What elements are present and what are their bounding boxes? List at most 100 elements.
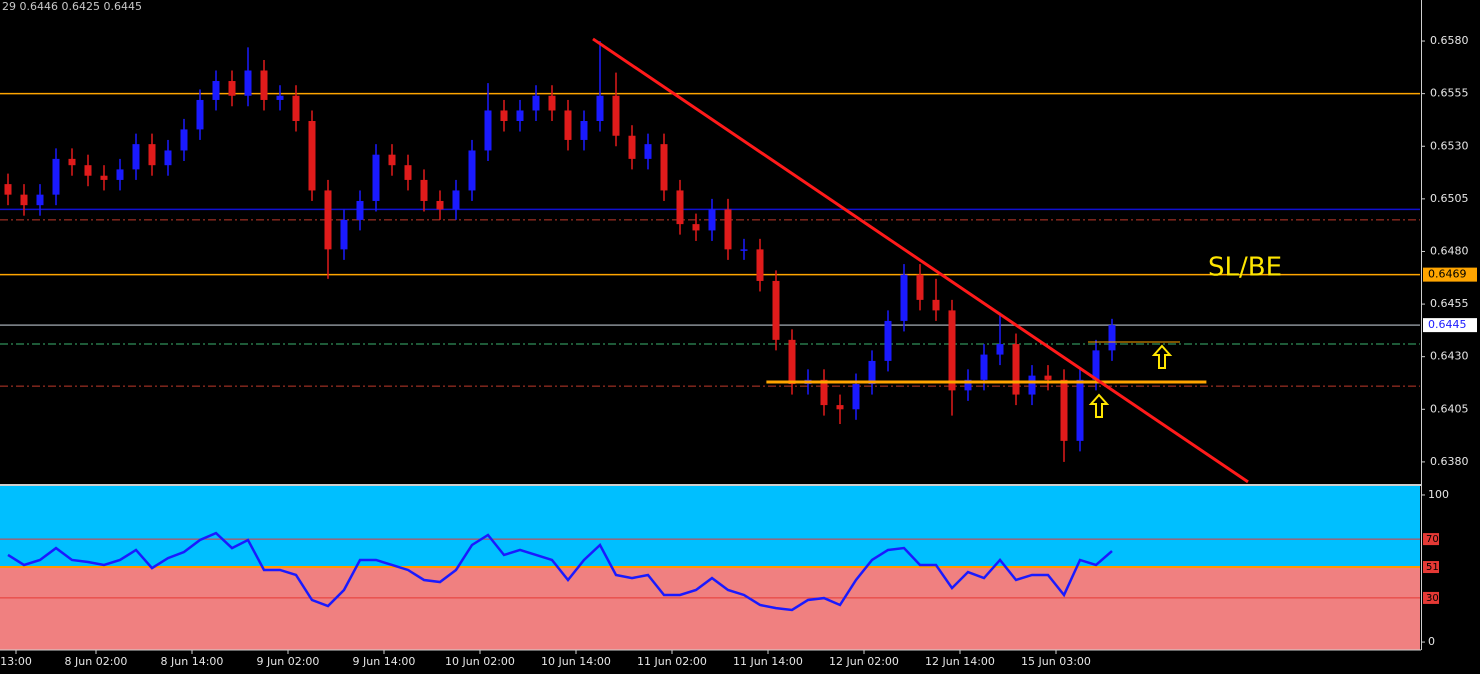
candle-body xyxy=(228,81,236,96)
y-tick-label: 0 xyxy=(1428,635,1435,648)
candle-body xyxy=(1012,344,1020,395)
x-tick-label: 12 Jun 02:00 xyxy=(829,655,899,668)
x-tick-label: 9 Jun 02:00 xyxy=(257,655,320,668)
price-tag xyxy=(1423,318,1477,333)
candle-body xyxy=(900,274,908,321)
rsi-line xyxy=(7,531,1113,612)
y-tick-label: 0.6580 xyxy=(1430,34,1469,47)
candle-body xyxy=(132,144,140,170)
candle-body xyxy=(468,150,476,191)
candle-body xyxy=(420,179,428,201)
candle-body xyxy=(356,200,364,220)
candle-body xyxy=(820,379,828,406)
candle-body xyxy=(1076,379,1084,441)
arrow-icon xyxy=(1151,344,1173,369)
level-tag xyxy=(1423,533,1439,546)
candle-body xyxy=(756,249,764,281)
candle-body xyxy=(980,354,988,380)
candle-body xyxy=(340,219,348,250)
y-tick-label: 0.6555 xyxy=(1430,87,1469,100)
x-tick-label: 12 Jun 14:00 xyxy=(925,655,995,668)
level-tag-label: 70 xyxy=(1426,534,1439,545)
price-tag-label: 0.6445 xyxy=(1428,318,1467,331)
level-tag-label: 51 xyxy=(1426,562,1439,573)
candle-body xyxy=(292,95,300,121)
candle-body xyxy=(404,165,412,180)
candle-body xyxy=(1028,375,1036,395)
x-tick-label: 9 Jun 14:00 xyxy=(353,655,416,668)
candle-body xyxy=(452,190,460,210)
candle-body xyxy=(852,384,860,410)
candle-body xyxy=(388,154,396,166)
candle-body xyxy=(692,224,700,231)
price-tag-label: 0.6469 xyxy=(1428,268,1467,281)
plot-area xyxy=(0,0,1420,484)
candle-body xyxy=(1060,379,1068,441)
annotation: SL/BE xyxy=(1208,253,1282,283)
candle-body xyxy=(724,209,732,250)
y-tick-label: 0.6480 xyxy=(1430,244,1469,257)
candle-body xyxy=(948,310,956,391)
candle-body xyxy=(772,280,780,340)
candle-body xyxy=(100,175,108,180)
candle-body xyxy=(180,129,188,151)
candle-body xyxy=(996,344,1004,355)
y-tick-label: 100 xyxy=(1428,488,1449,501)
y-tick-label: 0.6430 xyxy=(1430,350,1469,363)
y-tick-label: 0.6530 xyxy=(1430,139,1469,152)
candle-body xyxy=(628,135,636,159)
level-tag xyxy=(1423,591,1439,604)
candle-body xyxy=(676,190,684,225)
drawn-line xyxy=(592,37,1249,484)
candle-body xyxy=(324,190,332,250)
candle-body xyxy=(564,110,572,140)
y-tick-label: 0.6380 xyxy=(1430,455,1469,468)
candle-body xyxy=(500,110,508,121)
level-tag-label: 30 xyxy=(1426,593,1439,604)
candle-body xyxy=(1044,375,1052,380)
candle-body xyxy=(868,360,876,385)
candle-body xyxy=(612,95,620,136)
candle-body xyxy=(932,299,940,311)
y-tick-label: 0.6405 xyxy=(1430,402,1469,415)
candle-body xyxy=(372,154,380,201)
candle-body xyxy=(1108,325,1116,351)
price-tag xyxy=(1423,267,1477,282)
level-tag xyxy=(1423,561,1439,574)
candle-body xyxy=(20,194,28,206)
candle-body xyxy=(548,95,556,111)
x-tick-label: 10 Jun 14:00 xyxy=(541,655,611,668)
x-tick-label: 11 Jun 02:00 xyxy=(637,655,707,668)
candle-body xyxy=(196,99,204,130)
candle-body xyxy=(4,184,12,195)
candle-body xyxy=(596,95,604,121)
candle-body xyxy=(148,144,156,166)
candle-body xyxy=(164,150,172,166)
candle-body xyxy=(68,158,76,166)
x-tick-label: 10 Jun 02:00 xyxy=(445,655,515,668)
x-tick-label: 11 Jun 14:00 xyxy=(733,655,803,668)
candle-body xyxy=(580,121,588,140)
x-tick-label: 8 Jun 14:00 xyxy=(161,655,224,668)
candle-body xyxy=(516,110,524,121)
candle-body xyxy=(644,144,652,159)
candle-body xyxy=(276,95,284,100)
candle-body xyxy=(964,379,972,391)
candle-body xyxy=(708,209,716,231)
candle-body xyxy=(660,144,668,191)
x-tick-label: 13:00 xyxy=(0,655,32,668)
rsi-panel: 70 51 30 100 0 xyxy=(0,486,1449,650)
candle-body xyxy=(836,405,844,410)
price-panel: 0.6580 0.6555 0.6530 0.6505 0.6480 0.6455 0.64… xyxy=(0,0,1477,484)
candle-body xyxy=(884,320,892,361)
y-tick-label: 0.6455 xyxy=(1430,297,1469,310)
arrow-icon xyxy=(1088,393,1110,418)
candle-body xyxy=(116,169,124,180)
candle-body xyxy=(84,165,92,176)
x-tick-label: 8 Jun 02:00 xyxy=(65,655,128,668)
candle-body xyxy=(52,158,60,195)
candle-body xyxy=(1092,350,1100,380)
candle-body xyxy=(260,70,268,100)
